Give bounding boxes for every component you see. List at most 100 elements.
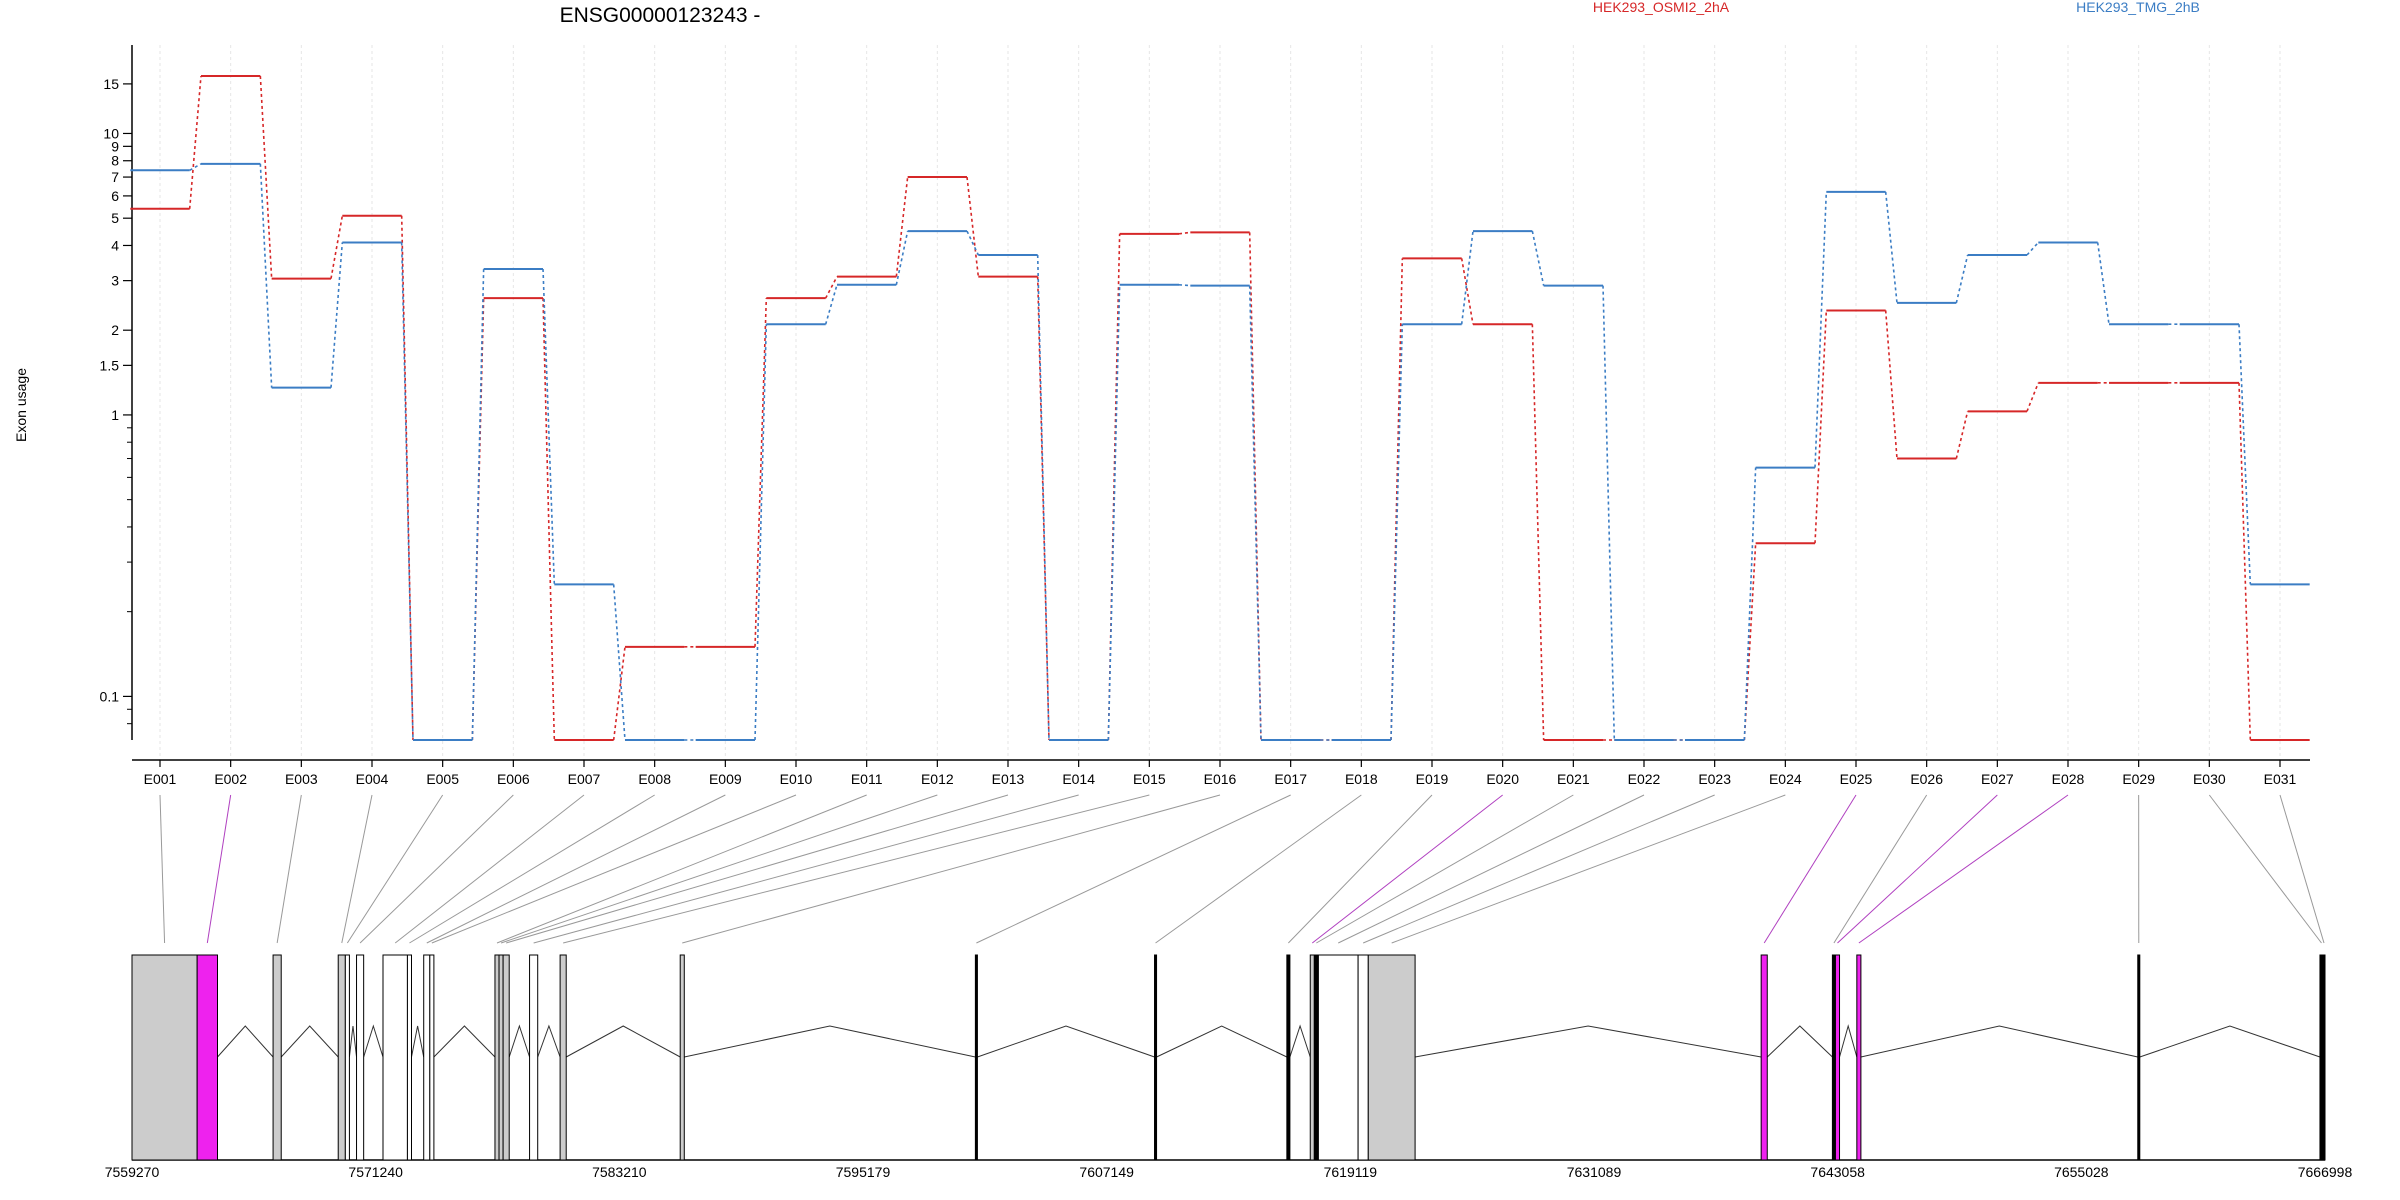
intron-line bbox=[411, 1025, 425, 1058]
exon-connector bbox=[206, 794, 232, 944]
y-tick-label: 10 bbox=[103, 125, 119, 141]
intron-line bbox=[363, 1024, 384, 1058]
exon-connector bbox=[159, 794, 166, 944]
intron-line bbox=[1415, 1025, 1762, 1058]
series-connector bbox=[966, 176, 980, 277]
y-tick-label: 5 bbox=[111, 210, 119, 226]
x-tick-label: E010 bbox=[780, 771, 813, 787]
x-tick-label: E001 bbox=[144, 771, 177, 787]
series-connector bbox=[824, 276, 838, 299]
x-tick-label: E004 bbox=[356, 771, 389, 787]
series-connector bbox=[2026, 241, 2039, 256]
y-axis-label: Exon usage bbox=[13, 368, 29, 442]
x-tick-label: E003 bbox=[285, 771, 318, 787]
exon-box bbox=[1286, 954, 1291, 1161]
series-connector bbox=[824, 284, 838, 325]
series-connector bbox=[1814, 310, 1828, 544]
series-connector bbox=[612, 584, 626, 741]
series-connector bbox=[1107, 284, 1121, 741]
exon-box bbox=[272, 954, 282, 1161]
series-connector bbox=[1460, 258, 1474, 325]
exon-box bbox=[974, 954, 978, 1161]
series-connector bbox=[400, 242, 414, 741]
exon-box bbox=[1309, 954, 1315, 1161]
intron-line bbox=[1860, 1025, 2138, 1058]
coord-tick-label: 7571240 bbox=[348, 1164, 403, 1180]
exon-box bbox=[423, 954, 431, 1161]
intron-line bbox=[1839, 1024, 1858, 1058]
series-connector bbox=[189, 163, 202, 171]
exon-box bbox=[406, 954, 412, 1161]
exon-connector bbox=[1858, 794, 2069, 944]
exon-box bbox=[196, 954, 218, 1161]
exon-connector bbox=[682, 794, 1221, 944]
x-tick-label: E015 bbox=[1133, 771, 1166, 787]
y-tick-label: 2 bbox=[111, 322, 119, 338]
exon-connector bbox=[533, 794, 1079, 944]
exon-connector bbox=[2208, 794, 2322, 944]
x-tick-label: E016 bbox=[1204, 771, 1237, 787]
series-connector bbox=[1814, 191, 1828, 468]
series-connector bbox=[188, 75, 202, 209]
x-tick-label: E027 bbox=[1981, 771, 2014, 787]
exon-connector bbox=[1391, 794, 1786, 944]
exon-box bbox=[2137, 954, 2141, 1161]
y-tick-label: 15 bbox=[103, 76, 119, 92]
exon-box bbox=[494, 954, 500, 1161]
coord-tick-label: 7643058 bbox=[1810, 1164, 1865, 1180]
x-tick-label: E023 bbox=[1698, 771, 1731, 787]
series-tmg bbox=[130, 162, 2310, 741]
x-tick-label: E028 bbox=[2052, 771, 2085, 787]
series-connector bbox=[2238, 382, 2252, 741]
exon-connector bbox=[1362, 794, 1715, 944]
exon-connector bbox=[1316, 794, 1574, 944]
exon-connector bbox=[1338, 794, 1645, 944]
exon-box bbox=[559, 954, 567, 1161]
exon-box bbox=[679, 954, 685, 1161]
series-connector bbox=[754, 298, 768, 647]
coord-tick-label: 7619119 bbox=[1324, 1164, 1378, 1180]
exon-box bbox=[498, 954, 504, 1161]
exon-connector bbox=[346, 794, 444, 944]
legend-label-osmi2: HEK293_OSMI2_2hA bbox=[1593, 0, 1730, 15]
series-connector bbox=[1460, 230, 1474, 325]
gene-model: 7559270 7571240 7583210 7595179 7607149 76191… bbox=[105, 954, 2352, 1180]
x-tick-label: E009 bbox=[709, 771, 742, 787]
y-tick-label: 1 bbox=[111, 407, 119, 423]
coord-tick-label: 7631089 bbox=[1567, 1164, 1622, 1180]
series-connector bbox=[2026, 382, 2040, 412]
y-tick-label: 7 bbox=[111, 169, 119, 185]
series-connector bbox=[1036, 276, 1050, 741]
series-connector bbox=[2096, 242, 2110, 325]
exon-box bbox=[1856, 954, 1862, 1161]
series-connector bbox=[259, 163, 273, 388]
series-connector bbox=[612, 646, 626, 741]
exon-box bbox=[356, 954, 365, 1161]
x-tick-label: E029 bbox=[2122, 771, 2155, 787]
y-tick-label: 6 bbox=[111, 188, 119, 204]
series-connector bbox=[1602, 285, 1616, 741]
x-tick-label: E006 bbox=[497, 771, 530, 787]
exon-connector bbox=[394, 794, 585, 944]
series-connector bbox=[1955, 254, 1969, 304]
intron-line bbox=[433, 1025, 496, 1058]
series-connector bbox=[542, 268, 556, 585]
exon-connector bbox=[496, 794, 867, 944]
series-connector bbox=[2238, 324, 2252, 585]
exon-connector bbox=[409, 794, 655, 944]
x-tick-label: E014 bbox=[1062, 771, 1095, 787]
series-connector bbox=[966, 230, 980, 256]
exon-box bbox=[2322, 954, 2326, 1161]
intron-line bbox=[1766, 1025, 1833, 1058]
x-tick-label: E020 bbox=[1486, 771, 1519, 787]
x-tick-label: E008 bbox=[638, 771, 671, 787]
x-tick-label: E005 bbox=[426, 771, 459, 787]
exon-box bbox=[337, 954, 346, 1161]
series-connector bbox=[1884, 310, 1898, 459]
x-tick-label: E017 bbox=[1274, 771, 1307, 787]
x-tick-label: E021 bbox=[1557, 771, 1590, 787]
series-connector bbox=[1178, 231, 1191, 235]
exon-box bbox=[344, 954, 350, 1161]
coord-tick-label: 7655028 bbox=[2054, 1164, 2109, 1180]
